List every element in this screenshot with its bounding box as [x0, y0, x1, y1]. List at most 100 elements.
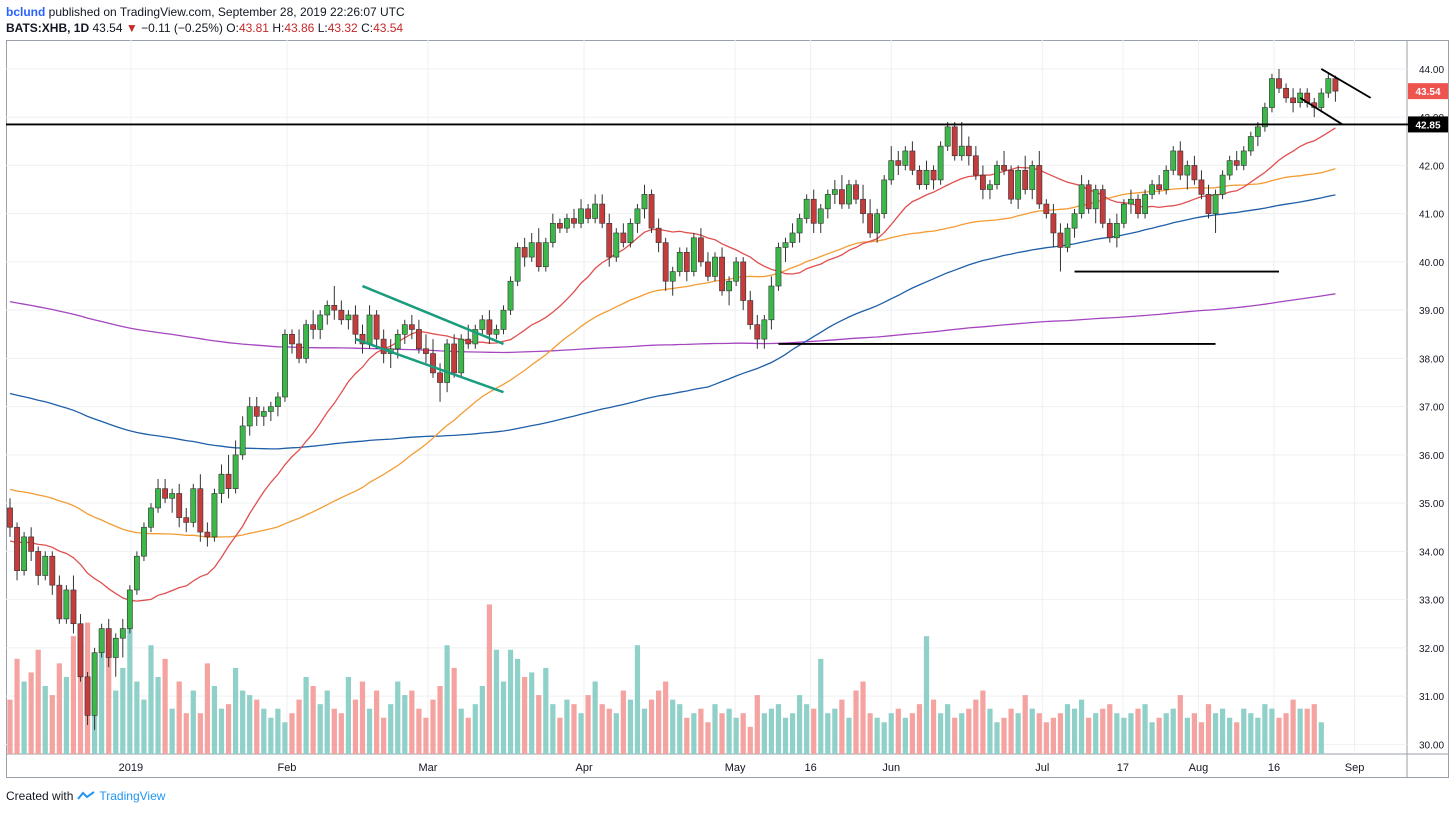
x-tick-label: May	[725, 762, 746, 774]
flag-upper-line	[1320, 68, 1372, 99]
candle	[514, 242, 521, 287]
candle	[1177, 141, 1184, 180]
candle	[994, 160, 1000, 190]
candle	[42, 551, 49, 581]
volume-bar	[839, 699, 845, 754]
candle-body	[162, 488, 168, 499]
volume-bar	[620, 690, 626, 754]
candle-body	[1290, 97, 1296, 104]
candle-body	[1029, 165, 1036, 190]
candle-body	[1135, 198, 1141, 214]
candle	[1135, 194, 1141, 219]
volume-bar	[1241, 708, 1247, 754]
volume-bar	[1135, 708, 1141, 754]
volume-bar	[613, 713, 619, 754]
volume-bar	[1036, 713, 1042, 754]
candle	[599, 194, 606, 229]
tradingview-brand-link[interactable]: TradingView	[99, 789, 166, 803]
volume-bar	[1290, 699, 1296, 754]
candle	[712, 252, 718, 282]
candle	[1092, 184, 1099, 224]
candle-body	[14, 526, 20, 571]
volume-bar	[317, 704, 323, 754]
candle	[274, 392, 281, 417]
candle-body	[56, 584, 63, 620]
volume-bar	[585, 695, 591, 754]
candle-body	[296, 343, 302, 359]
volume-bar	[966, 708, 972, 754]
candle-body	[1078, 184, 1085, 214]
candle	[183, 507, 190, 533]
candle	[902, 146, 909, 171]
candle-body	[733, 261, 740, 282]
volume-bar	[1177, 695, 1183, 754]
candle	[909, 141, 916, 176]
candle	[324, 300, 331, 325]
volume-bar	[148, 645, 154, 754]
candle-body	[542, 242, 549, 268]
candle	[1170, 146, 1177, 176]
volume-bar	[1170, 708, 1176, 754]
volume-bar	[381, 717, 387, 754]
candle	[84, 671, 91, 726]
candle-body	[690, 237, 697, 272]
candle-body	[655, 227, 662, 243]
volume-bar	[515, 658, 521, 754]
volume-bar	[1142, 704, 1148, 754]
volume-bar	[782, 717, 789, 754]
volume-bar	[564, 699, 570, 754]
volume-bar	[938, 713, 944, 754]
volume-bar	[888, 713, 894, 754]
candle-body	[867, 213, 873, 234]
author-link[interactable]: bclund	[6, 5, 46, 19]
candle	[676, 247, 683, 277]
down-arrow-icon: ▼	[125, 21, 138, 35]
published-text: published on TradingView.com, September …	[48, 5, 405, 19]
candle-body	[317, 314, 324, 330]
candle	[1240, 146, 1247, 171]
candle-body	[648, 194, 655, 229]
chart-panel[interactable]: 30.00 31.00 32.00 33.00 34.00 35.00 36.00 37.00…	[2, 40, 1449, 778]
candle-body	[1247, 136, 1254, 152]
low-value: 43.32	[327, 21, 358, 35]
candle-body	[965, 145, 972, 157]
last-price-badge-bg	[1408, 83, 1448, 100]
y-tick-label: 35.00	[1419, 499, 1444, 510]
candle-body	[528, 242, 535, 258]
candle-body	[35, 551, 42, 576]
volume-bar	[818, 658, 824, 754]
y-tick-label: 40.00	[1419, 258, 1444, 269]
candle-body	[84, 676, 91, 716]
candle-body	[338, 309, 345, 321]
volume-bar	[1121, 717, 1127, 754]
candle-body	[888, 160, 895, 181]
candle	[1022, 155, 1029, 195]
candle	[317, 310, 324, 340]
candle	[831, 179, 838, 205]
volume-bar	[63, 676, 69, 754]
high-value: 43.86	[284, 21, 315, 35]
candle	[1078, 175, 1085, 219]
candle-body	[768, 285, 775, 321]
candlestick-chart[interactable]: 30.00 31.00 32.00 33.00 34.00 35.00 36.00 37.00…	[2, 40, 1449, 778]
candle	[944, 122, 951, 151]
volume-bar	[797, 695, 803, 754]
candle	[444, 339, 450, 393]
candle	[1036, 150, 1043, 209]
y-tick-label: 34.00	[1419, 547, 1444, 558]
volume-bar	[1100, 708, 1106, 754]
candle-body	[267, 406, 274, 412]
candle-body	[585, 208, 591, 219]
volume-bar	[867, 713, 873, 754]
candle	[232, 440, 239, 494]
volume-bar	[627, 699, 633, 754]
candle	[1043, 199, 1050, 219]
candle-body	[1191, 165, 1198, 181]
volume-bar	[881, 722, 887, 754]
y-tick-label: 37.00	[1419, 403, 1444, 414]
candle	[556, 218, 563, 233]
candle-body	[21, 536, 27, 571]
candle-body	[211, 493, 218, 538]
y-tick-label: 41.00	[1419, 210, 1444, 221]
candle	[1106, 218, 1113, 243]
